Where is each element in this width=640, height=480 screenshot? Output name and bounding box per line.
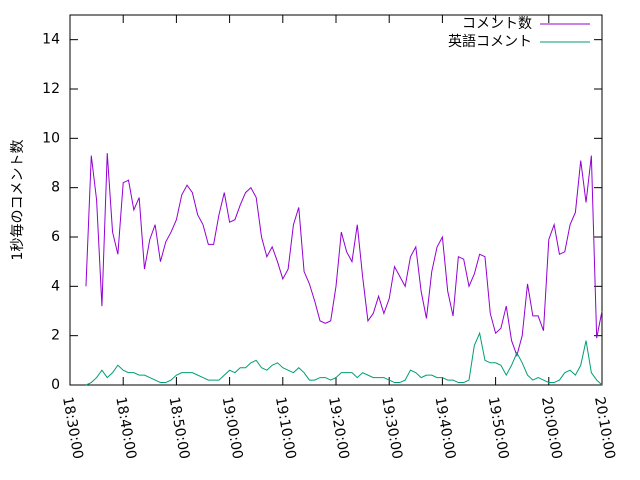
y-tick-label: 6: [51, 229, 60, 245]
y-tick-label: 12: [42, 81, 60, 97]
y-tick-label: 0: [51, 377, 60, 393]
legend-label: コメント数: [462, 16, 532, 32]
y-tick-label: 2: [51, 328, 60, 344]
plot-border: [69, 14, 603, 386]
x-tick-label: 19:40:00: [432, 396, 459, 461]
series-line: [85, 153, 603, 358]
x-tick-label: 19:50:00: [485, 396, 512, 461]
x-tick-label: 18:40:00: [112, 396, 139, 461]
y-tick-label: 10: [42, 130, 60, 146]
y-axis-label: 1秒毎のコメント数: [10, 140, 26, 261]
y-tick-label: 8: [51, 180, 60, 196]
x-tick-label: 18:30:00: [59, 396, 86, 461]
x-tick-label: 19:30:00: [378, 396, 405, 461]
series-line: [85, 331, 603, 386]
legend-label: 英語コメント: [448, 33, 532, 50]
x-tick-label: 20:00:00: [538, 396, 565, 461]
x-tick-label: 18:50:00: [166, 396, 193, 461]
y-tick-label: 14: [42, 32, 60, 48]
x-tick-label: 19:20:00: [325, 396, 352, 461]
y-tick-label: 4: [51, 278, 60, 294]
x-tick-label: 19:00:00: [219, 396, 246, 461]
x-tick-label: 19:10:00: [272, 396, 299, 461]
x-tick-label: 20:10:00: [591, 396, 618, 461]
